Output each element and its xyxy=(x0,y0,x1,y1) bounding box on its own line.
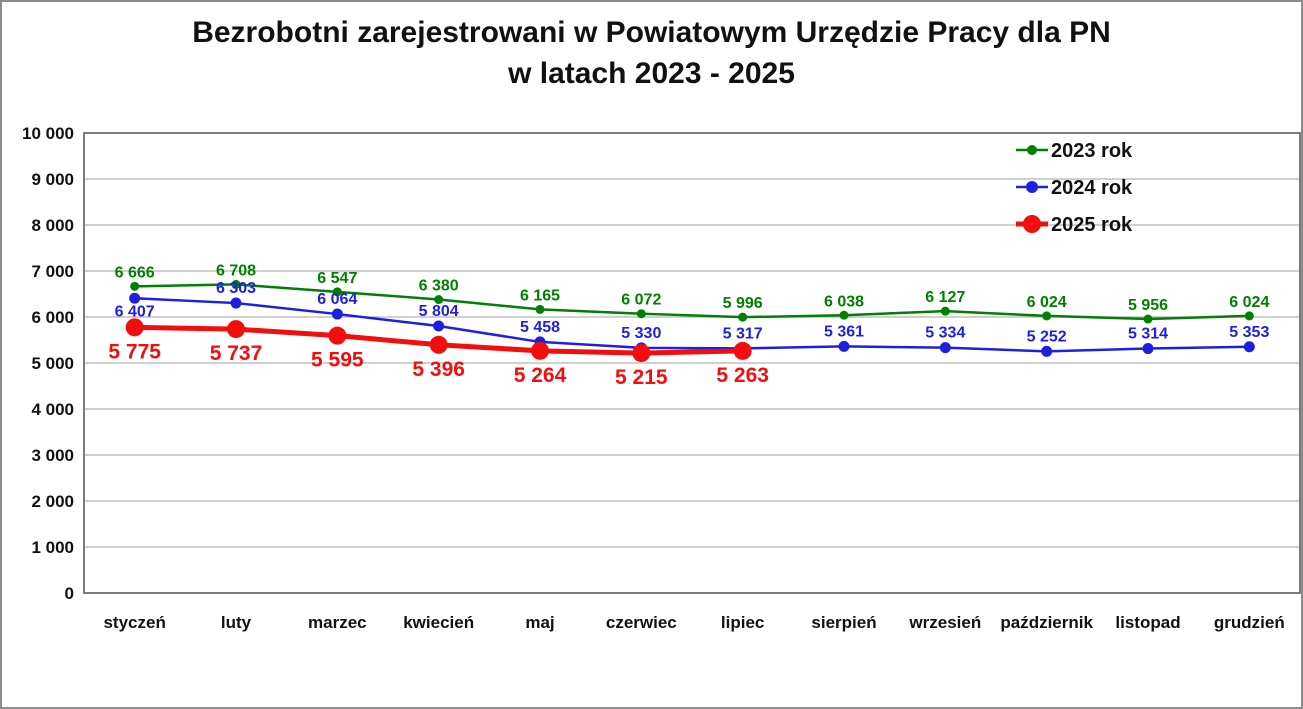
data-label-2025-rok-styczeń: 5 775 xyxy=(108,340,161,363)
data-point-2024-rok-luty xyxy=(230,297,242,309)
data-label-2023-rok-kwiecień: 6 380 xyxy=(419,278,459,295)
data-point-2023-rok-listopad xyxy=(1143,314,1153,324)
data-point-2023-rok-styczeń xyxy=(130,281,140,291)
data-point-2025-rok-maj xyxy=(531,341,549,360)
data-point-2023-rok-czerwiec xyxy=(636,309,646,319)
x-axis-label: grudzień xyxy=(1214,613,1285,632)
y-axis-tick-label: 9 000 xyxy=(31,170,74,189)
data-point-2024-rok-marzec xyxy=(331,308,343,320)
data-label-2024-rok-wrzesień: 5 334 xyxy=(925,325,965,342)
data-label-2025-rok-marzec: 5 595 xyxy=(311,349,364,372)
x-axis-label: listopad xyxy=(1115,613,1180,632)
data-point-2023-rok-luty xyxy=(231,279,241,289)
data-label-2024-rok-październik: 5 252 xyxy=(1027,328,1067,345)
legend-label-2024-rok: 2024 rok xyxy=(1051,177,1133,199)
data-label-2024-rok-marzec: 6 064 xyxy=(317,291,357,308)
chart-title-line-1: Bezrobotni zarejestrowani w Powiatowym U… xyxy=(192,16,1111,49)
series-line-2024-rok xyxy=(133,297,1251,353)
data-label-2025-rok-luty: 5 737 xyxy=(210,342,263,365)
data-point-2025-rok-lipiec xyxy=(733,341,752,360)
data-label-2023-rok-październik: 6 024 xyxy=(1027,294,1067,311)
legend-marker-dot-2023-rok xyxy=(1027,145,1037,155)
data-point-2023-rok-sierpień xyxy=(839,310,849,320)
data-label-2023-rok-grudzień: 6 024 xyxy=(1229,294,1269,311)
y-axis-tick-label: 1 000 xyxy=(31,538,74,557)
legend-marker-dot-2024-rok xyxy=(1026,181,1038,193)
data-label-2024-rok-grudzień: 5 353 xyxy=(1229,324,1269,341)
data-label-2025-rok-maj: 5 264 xyxy=(514,364,567,387)
data-point-2024-rok-styczeń xyxy=(129,292,141,304)
x-axis-label: styczeń xyxy=(103,613,165,632)
data-label-2024-rok-kwiecień: 5 804 xyxy=(419,303,459,320)
data-point-2023-rok-grudzień xyxy=(1244,311,1254,321)
data-label-2025-rok-kwiecień: 5 396 xyxy=(412,358,465,381)
x-axis-label: lipiec xyxy=(721,613,764,632)
y-axis-tick-label: 6 000 xyxy=(31,308,74,327)
data-label-2023-rok-wrzesień: 6 127 xyxy=(925,289,965,306)
data-point-2024-rok-kwiecień xyxy=(433,320,445,332)
x-axis-label: maj xyxy=(525,613,554,632)
data-point-2025-rok-kwiecień xyxy=(429,335,448,354)
data-point-2025-rok-styczeń xyxy=(125,318,144,337)
data-point-2023-rok-kwiecień xyxy=(434,295,444,305)
y-axis-tick-label: 3 000 xyxy=(31,446,74,465)
x-axis-label: kwiecień xyxy=(403,613,474,632)
data-point-2024-rok-październik xyxy=(1041,345,1053,357)
data-label-2024-rok-styczeń: 6 407 xyxy=(115,303,155,320)
x-axis-label: sierpień xyxy=(811,613,876,632)
data-label-2023-rok-luty: 6 708 xyxy=(216,262,256,279)
data-point-2024-rok-grudzień xyxy=(1243,341,1255,353)
x-axis-label: marzec xyxy=(308,613,367,632)
data-label-2023-rok-sierpień: 6 038 xyxy=(824,293,864,310)
data-label-2024-rok-sierpień: 5 361 xyxy=(824,323,864,340)
x-axis-label: wrzesień xyxy=(908,613,981,632)
data-label-2023-rok-czerwiec: 6 072 xyxy=(621,292,661,309)
data-point-2025-rok-marzec xyxy=(328,326,347,345)
data-point-2025-rok-luty xyxy=(227,320,245,339)
data-label-2023-rok-marzec: 6 547 xyxy=(317,270,357,287)
y-axis-tick-label: 5 000 xyxy=(31,354,74,373)
data-label-2024-rok-lipiec: 5 317 xyxy=(723,325,763,342)
data-label-2024-rok-listopad: 5 314 xyxy=(1128,326,1168,343)
x-axis-label: październik xyxy=(1000,613,1093,632)
chart-title: Bezrobotni zarejestrowani w Powiatowym U… xyxy=(2,12,1301,94)
y-axis-tick-label: 10 000 xyxy=(22,124,74,143)
y-axis-tick-label: 4 000 xyxy=(31,400,74,419)
data-point-2024-rok-sierpień xyxy=(838,340,850,352)
plot-area-border xyxy=(83,132,1301,594)
chart-title-line-2: w latach 2023 - 2025 xyxy=(508,57,795,90)
x-axis-label: czerwiec xyxy=(606,613,677,632)
data-label-2023-rok-maj: 6 165 xyxy=(520,287,560,304)
data-label-2025-rok-lipiec: 5 263 xyxy=(716,364,769,387)
data-point-2024-rok-listopad xyxy=(1142,343,1154,355)
y-axis-tick-label: 2 000 xyxy=(31,492,74,511)
legend-marker-dot-2025-rok xyxy=(1023,215,1041,233)
data-point-2023-rok-maj xyxy=(535,304,545,314)
data-point-2025-rok-czerwiec xyxy=(632,344,651,363)
y-axis-tick-label: 0 xyxy=(65,584,74,603)
y-axis-tick-label: 8 000 xyxy=(31,216,74,235)
series-line-2023-rok xyxy=(133,283,1251,321)
data-label-2024-rok-luty: 6 303 xyxy=(216,280,256,297)
data-point-2023-rok-lipiec xyxy=(738,312,748,322)
data-label-2023-rok-styczeń: 6 666 xyxy=(115,264,155,281)
data-point-2023-rok-marzec xyxy=(332,287,342,297)
data-point-2023-rok-wrzesień xyxy=(940,306,950,316)
y-axis-tick-label: 7 000 xyxy=(31,262,74,281)
data-label-2023-rok-listopad: 5 956 xyxy=(1128,297,1168,314)
legend-label-2025-rok: 2025 rok xyxy=(1051,214,1133,236)
data-label-2024-rok-maj: 5 458 xyxy=(520,319,560,336)
legend-label-2023-rok: 2023 rok xyxy=(1051,140,1133,162)
data-label-2025-rok-czerwiec: 5 215 xyxy=(615,366,668,389)
data-point-2024-rok-wrzesień xyxy=(939,342,951,354)
x-axis-label: luty xyxy=(221,613,252,632)
data-label-2024-rok-czerwiec: 5 330 xyxy=(621,325,661,342)
data-label-2023-rok-lipiec: 5 996 xyxy=(723,295,763,312)
data-point-2023-rok-październik xyxy=(1042,311,1052,321)
